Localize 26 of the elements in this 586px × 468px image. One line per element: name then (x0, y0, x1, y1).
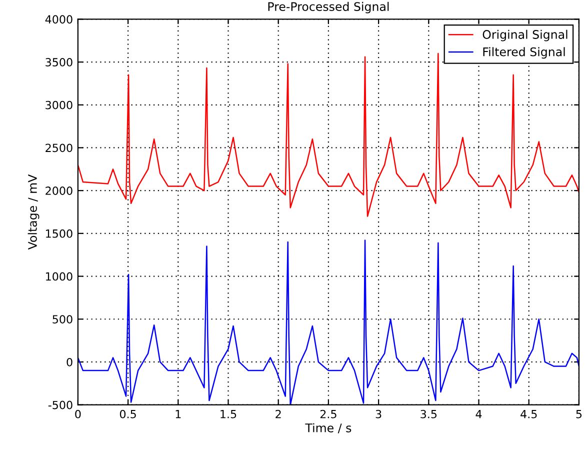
y-tick-label: -500 (48, 400, 72, 410)
y-tick-label: 2500 (46, 144, 72, 152)
x-tick-label: 1.5 (220, 410, 236, 418)
y-tick-label: 1500 (46, 229, 72, 238)
y-tick-label: 1000 (46, 272, 72, 281)
chart-title: Pre-Processed Signal (268, 2, 389, 14)
x-tick-label: 5 (576, 410, 582, 418)
y-tick-label: 4000 (45, 15, 72, 24)
y-tick-label: 2000 (46, 186, 72, 195)
x-tick-label: 3 (376, 410, 382, 418)
x-tick-label: 4.5 (520, 410, 537, 418)
y-axis-title: Voltage / mV (28, 174, 40, 250)
y-tick-label: 0 (66, 358, 72, 366)
x-axis-title: Time / s (305, 423, 352, 434)
y-tick-label: 500 (52, 315, 72, 324)
x-tick-label: 2.5 (320, 410, 336, 418)
x-tick-label: 0 (75, 410, 81, 418)
y-tick-label: 3500 (46, 58, 72, 66)
x-tick-label: 4 (476, 410, 482, 418)
x-tick-label: 3.5 (420, 410, 437, 418)
x-tick-label: 0.5 (120, 410, 136, 418)
x-tick-label: 1 (176, 410, 181, 418)
x-tick-label: 2 (276, 410, 281, 418)
legend-label: Original Signal (482, 30, 568, 42)
y-tick-label: 3000 (46, 100, 72, 110)
legend-label: Filtered Signal (483, 47, 565, 59)
